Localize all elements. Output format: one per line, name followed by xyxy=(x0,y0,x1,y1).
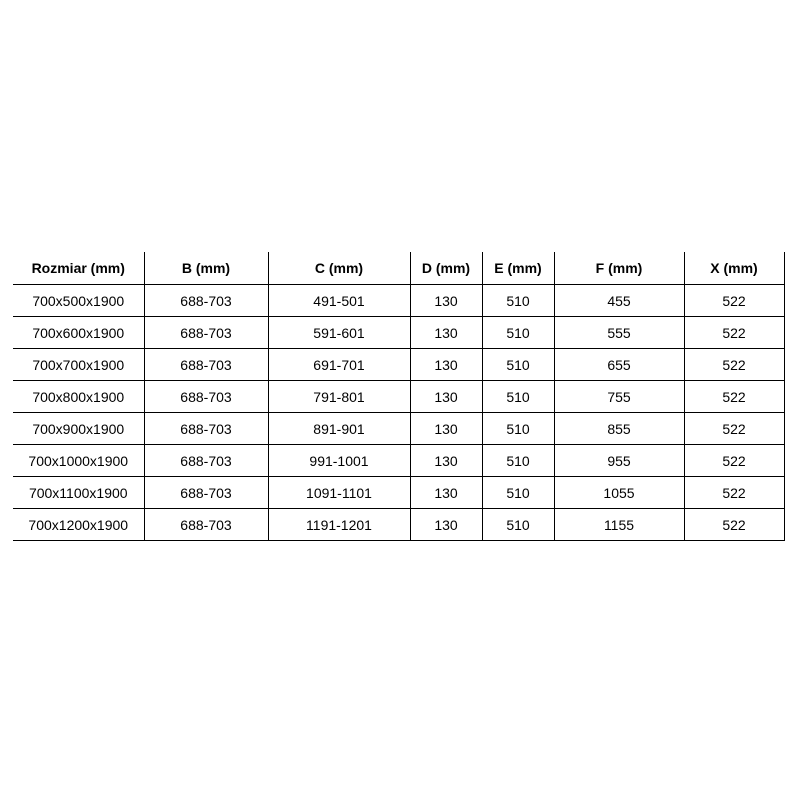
table-cell: 510 xyxy=(481,508,555,541)
table-cell: 510 xyxy=(481,284,555,317)
table-cell: 522 xyxy=(683,476,785,509)
table-cell: 522 xyxy=(683,412,785,445)
table-cell: 655 xyxy=(553,348,685,381)
table-row: 700x900x1900 688-703 891-901 130 510 855 522 xyxy=(13,412,785,445)
column-header: C (mm) xyxy=(267,252,411,285)
table-cell: 1055 xyxy=(553,476,685,509)
column-header: B (mm) xyxy=(143,252,269,285)
column-header: E (mm) xyxy=(481,252,555,285)
table-cell: 700x500x1900 xyxy=(13,284,145,317)
table-cell: 955 xyxy=(553,444,685,477)
table-cell: 688-703 xyxy=(143,316,269,349)
table-cell: 510 xyxy=(481,380,555,413)
table-cell: 700x600x1900 xyxy=(13,316,145,349)
table-cell: 510 xyxy=(481,412,555,445)
table-cell: 755 xyxy=(553,380,685,413)
table-cell: 688-703 xyxy=(143,476,269,509)
table-cell: 688-703 xyxy=(143,348,269,381)
table-cell: 1191-1201 xyxy=(267,508,411,541)
table-row: 700x600x1900 688-703 591-601 130 510 555 522 xyxy=(13,316,785,349)
table-cell: 991-1001 xyxy=(267,444,411,477)
table-cell: 891-901 xyxy=(267,412,411,445)
table-cell: 510 xyxy=(481,476,555,509)
table-cell: 1155 xyxy=(553,508,685,541)
table-cell: 700x1100x1900 xyxy=(13,476,145,509)
table-cell: 691-701 xyxy=(267,348,411,381)
table-cell: 700x900x1900 xyxy=(13,412,145,445)
column-header: D (mm) xyxy=(409,252,483,285)
table-cell: 522 xyxy=(683,508,785,541)
table-cell: 522 xyxy=(683,316,785,349)
table-row: 700x500x1900 688-703 491-501 130 510 455 522 xyxy=(13,284,785,317)
table-cell: 522 xyxy=(683,348,785,381)
table-row: 700x1000x1900 688-703 991-1001 130 510 955 522 xyxy=(13,444,785,477)
table-cell: 688-703 xyxy=(143,508,269,541)
table-cell: 555 xyxy=(553,316,685,349)
table-row: 700x800x1900 688-703 791-801 130 510 755 522 xyxy=(13,380,785,413)
table-cell: 130 xyxy=(409,412,483,445)
table-cell: 791-801 xyxy=(267,380,411,413)
table-header-row: Rozmiar (mm) B (mm) C (mm) D (mm) E (mm) F (m… xyxy=(13,252,785,285)
dimensions-table: Rozmiar (mm) B (mm) C (mm) D (mm) E (mm) F (m… xyxy=(13,252,785,541)
table-cell: 510 xyxy=(481,348,555,381)
table-cell: 688-703 xyxy=(143,380,269,413)
table-row: 700x700x1900 688-703 691-701 130 510 655 522 xyxy=(13,348,785,381)
table-row: 700x1200x1900 688-703 1191-1201 130 510 1155 5… xyxy=(13,508,785,541)
table-cell: 130 xyxy=(409,444,483,477)
table-cell: 130 xyxy=(409,476,483,509)
table-cell: 688-703 xyxy=(143,284,269,317)
table-cell: 130 xyxy=(409,348,483,381)
column-header: F (mm) xyxy=(553,252,685,285)
table-cell: 591-601 xyxy=(267,316,411,349)
table-cell: 688-703 xyxy=(143,444,269,477)
table-cell: 130 xyxy=(409,508,483,541)
table-cell: 510 xyxy=(481,444,555,477)
table-cell: 522 xyxy=(683,284,785,317)
table-cell: 130 xyxy=(409,380,483,413)
table-cell: 700x1200x1900 xyxy=(13,508,145,541)
table-row: 700x1100x1900 688-703 1091-1101 130 510 1055 5… xyxy=(13,476,785,509)
table-cell: 522 xyxy=(683,444,785,477)
table-cell: 522 xyxy=(683,380,785,413)
table-cell: 700x800x1900 xyxy=(13,380,145,413)
table-cell: 491-501 xyxy=(267,284,411,317)
table-cell: 455 xyxy=(553,284,685,317)
table-cell: 700x700x1900 xyxy=(13,348,145,381)
table-cell: 130 xyxy=(409,284,483,317)
column-header: Rozmiar (mm) xyxy=(13,252,145,285)
column-header: X (mm) xyxy=(683,252,785,285)
table-cell: 1091-1101 xyxy=(267,476,411,509)
table-body: 700x500x1900 688-703 491-501 130 510 455 522 70… xyxy=(13,284,785,541)
table-cell: 130 xyxy=(409,316,483,349)
table-cell: 688-703 xyxy=(143,412,269,445)
table-cell: 700x1000x1900 xyxy=(13,444,145,477)
table-cell: 510 xyxy=(481,316,555,349)
table-cell: 855 xyxy=(553,412,685,445)
